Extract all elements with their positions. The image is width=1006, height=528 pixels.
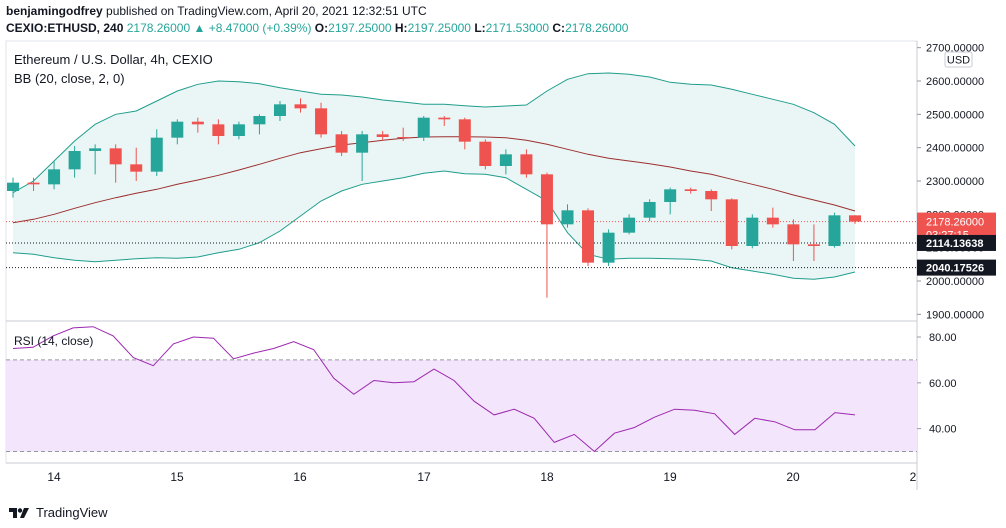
candle-body: [7, 182, 19, 191]
candle-body: [479, 141, 492, 166]
ohlc-header: CEXIO:ETHUSD, 240 2178.26000 ▲ +8.47000 …: [6, 21, 628, 35]
candle-body: [766, 217, 779, 225]
publish-details: published on TradingView.com, April 20, …: [106, 4, 427, 18]
price-line-tag: [917, 259, 996, 276]
candle-body: [787, 224, 800, 245]
currency-badge[interactable]: [944, 51, 973, 68]
last-price-value: 2178.26000: [926, 217, 984, 229]
candle-body: [68, 151, 81, 170]
bb-legend: BB (20, close, 2, 0): [14, 71, 125, 86]
candle-body: [48, 169, 61, 185]
publish-info: benjamingodfrey published on TradingView…: [6, 4, 427, 18]
open-label: O:: [314, 21, 329, 35]
rsi-band-fill: [6, 359, 917, 452]
time-tick-label: 16: [293, 470, 307, 484]
rsi-tick-label: 60.00: [929, 378, 957, 390]
candle-body: [458, 119, 471, 142]
candle-body: [520, 154, 533, 175]
candle-body: [561, 210, 574, 225]
price-tick-label: 2300.00000: [926, 176, 984, 188]
candle-body: [150, 137, 163, 172]
price-tick-label: 2500.00000: [926, 109, 984, 121]
open-value: 2197.25000: [328, 21, 392, 35]
candle-body: [27, 182, 40, 185]
high-label: H:: [394, 21, 408, 35]
time-tick-label: 18: [540, 470, 554, 484]
candle-body: [273, 104, 286, 116]
time-tick-label: 17: [417, 470, 431, 484]
time-tick-label: 14: [47, 470, 61, 484]
candle-body: [664, 189, 677, 202]
tradingview-logo-icon: [9, 507, 29, 518]
candle-body: [746, 217, 759, 246]
candle-body: [335, 134, 348, 153]
candle-body: [89, 148, 102, 151]
rsi-line: [12, 326, 856, 453]
candle-body: [294, 104, 307, 109]
close-value: 2178.26000: [565, 21, 629, 35]
candle-body: [315, 108, 328, 135]
candle-body: [253, 116, 266, 125]
last-price: 2178.26000: [126, 21, 191, 35]
price-tick-label: 2600.00000: [926, 76, 984, 88]
candle-body: [191, 121, 204, 125]
rsi-tick-label: 80.00: [929, 332, 957, 344]
candle-body: [602, 232, 615, 263]
footer: TradingView: [8, 505, 108, 520]
candle-body: [807, 244, 820, 246]
candle-body: [643, 202, 656, 218]
currency-label: USD: [947, 55, 970, 67]
candle-body: [828, 215, 841, 246]
candle-body: [438, 117, 451, 120]
author-name[interactable]: benjamingodfrey: [6, 4, 103, 18]
time-tick-label: 19: [663, 470, 677, 484]
low-value: 2171.53000: [485, 21, 550, 35]
price-tick-label: 2000.00000: [926, 276, 984, 288]
price-tick-label: 1900.00000: [926, 309, 984, 321]
candle-body: [397, 137, 410, 138]
candle-body: [582, 210, 595, 263]
bb-lower-line: [12, 170, 856, 280]
bb-basis-line: [12, 136, 856, 224]
time-tick-label: 20: [786, 470, 800, 484]
candle-body: [171, 121, 184, 138]
bb-upper-line: [12, 72, 856, 194]
time-tick-label: 15: [170, 470, 184, 484]
candle-body: [130, 164, 143, 172]
close-label: C:: [552, 21, 566, 35]
price-tick-label: 2400.00000: [926, 143, 984, 155]
candle-body: [705, 191, 718, 200]
candle-body: [376, 134, 389, 137]
price-change: +8.47000 (+0.39%): [208, 21, 312, 35]
time-tick-label: 2: [910, 470, 917, 484]
candle-body: [540, 174, 553, 225]
symbol-label: CEXIO:ETHUSD, 240: [6, 21, 124, 35]
candle-body: [356, 134, 369, 153]
price-line-tag-label: 2114.13638: [926, 238, 984, 250]
candle-body: [684, 189, 697, 191]
candle-body: [499, 154, 512, 166]
candle-body: [849, 215, 861, 222]
high-value: 2197.25000: [407, 21, 471, 35]
candle-body: [623, 217, 636, 233]
candle-body: [232, 124, 245, 136]
price-line-tag-label: 2040.17526: [926, 263, 984, 275]
candle-body: [725, 199, 738, 246]
price-line-tag: [917, 234, 996, 251]
low-label: L:: [474, 21, 486, 35]
rsi-legend: RSI (14, close): [14, 334, 93, 348]
footer-brand[interactable]: TradingView: [36, 505, 108, 520]
chart-title: Ethereum / U.S. Dollar, 4h, CEXIO: [14, 52, 213, 67]
change-up-icon: ▲: [193, 21, 206, 35]
candle-body: [417, 117, 430, 138]
candle-body: [212, 124, 225, 136]
candle-body: [109, 148, 122, 165]
rsi-tick-label: 40.00: [929, 424, 957, 436]
